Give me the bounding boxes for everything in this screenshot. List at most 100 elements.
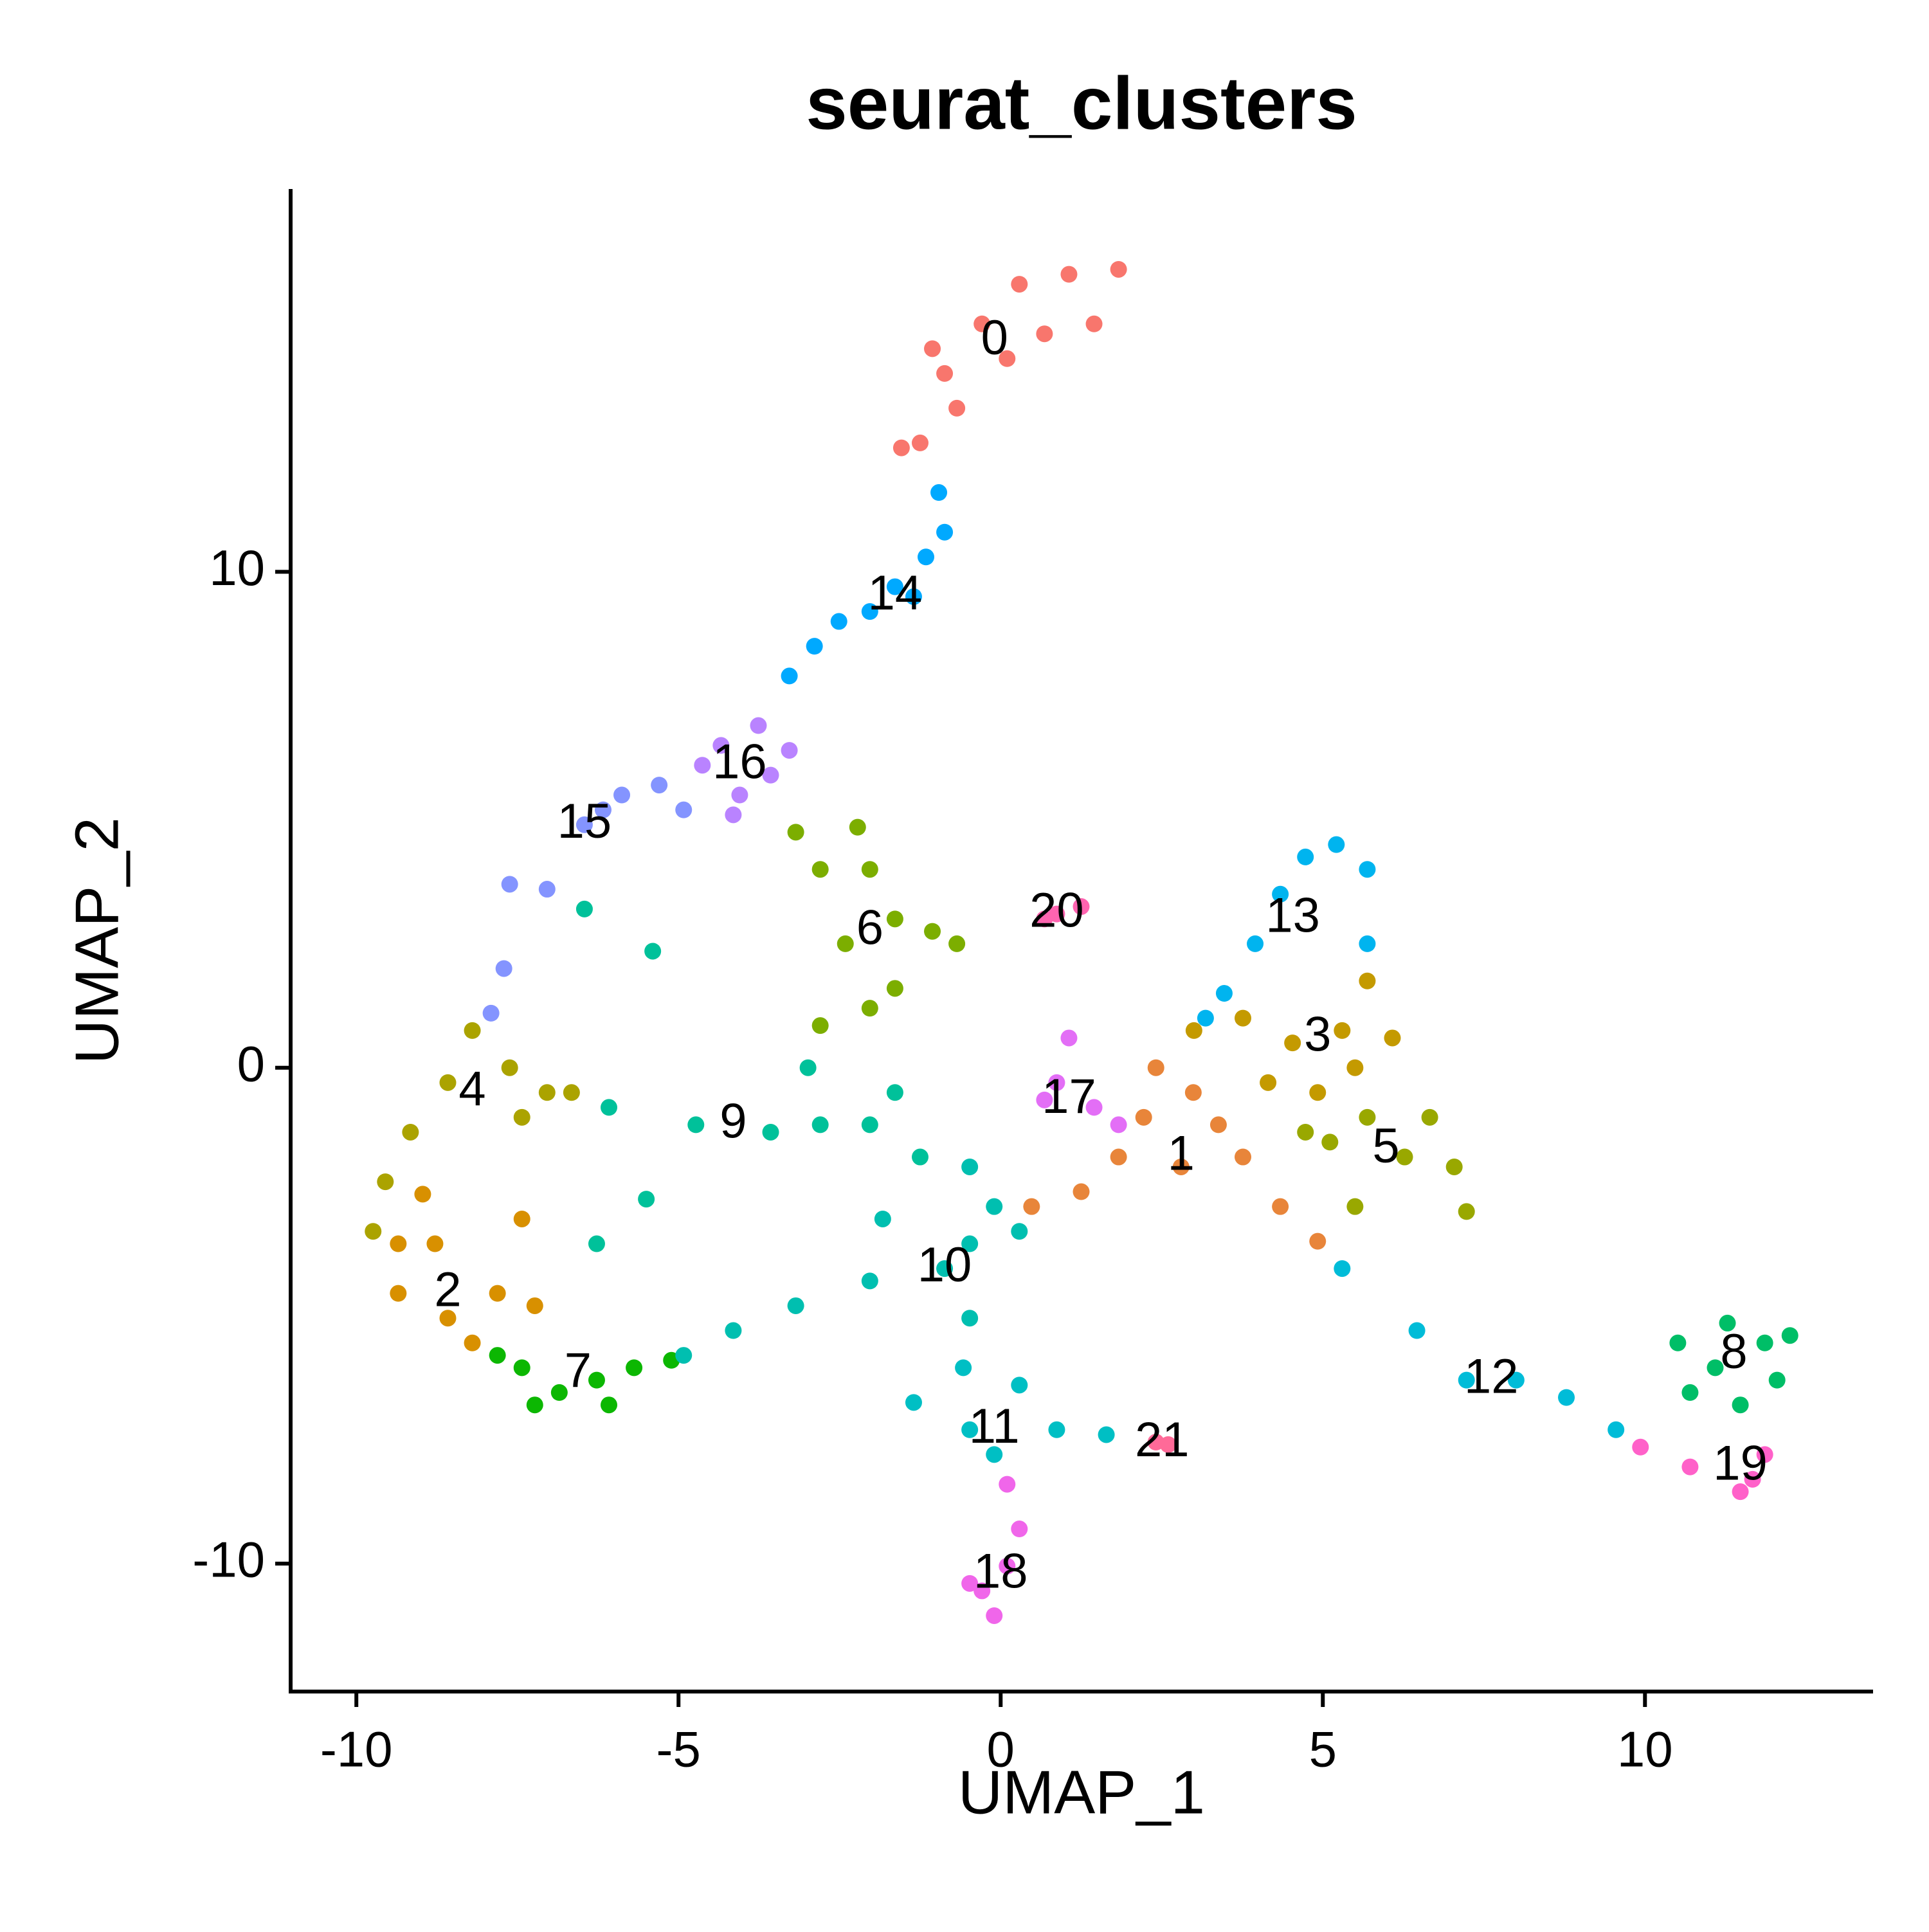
point — [464, 1022, 481, 1039]
point — [1260, 1074, 1277, 1091]
point — [426, 1235, 444, 1252]
point — [781, 667, 798, 685]
cluster-label: 4 — [458, 1061, 485, 1116]
point — [849, 818, 866, 836]
point — [1334, 1022, 1351, 1039]
point — [1359, 935, 1376, 952]
cluster-label: 21 — [1135, 1413, 1190, 1467]
point — [1036, 1091, 1053, 1108]
point — [550, 1384, 568, 1401]
point — [1681, 1458, 1699, 1476]
point — [1284, 1034, 1301, 1052]
point — [1185, 1022, 1202, 1039]
point — [948, 935, 966, 952]
point — [613, 786, 631, 804]
cluster-label: 18 — [974, 1544, 1028, 1598]
point — [489, 1347, 506, 1364]
point — [1247, 935, 1264, 952]
point — [1085, 1099, 1103, 1116]
point — [1558, 1389, 1575, 1406]
point — [1321, 1133, 1339, 1151]
point — [924, 923, 941, 940]
point — [1159, 1436, 1177, 1453]
point — [861, 861, 878, 878]
point — [1781, 1327, 1798, 1344]
point — [1359, 972, 1376, 989]
point — [1172, 1158, 1190, 1175]
point — [1445, 1158, 1463, 1175]
point — [974, 315, 991, 332]
cluster-label: 15 — [557, 794, 612, 849]
point — [439, 1310, 457, 1327]
point — [750, 717, 767, 734]
point — [1197, 1009, 1214, 1027]
x-tick-label: -10 — [320, 1721, 393, 1778]
point — [1396, 1148, 1413, 1166]
point — [811, 1116, 829, 1133]
point — [1334, 1260, 1351, 1277]
point — [390, 1235, 407, 1252]
point — [811, 861, 829, 878]
cluster-label: 10 — [918, 1238, 972, 1292]
point — [1147, 1059, 1164, 1076]
y-tick-label: 0 — [237, 1035, 265, 1092]
point — [930, 484, 948, 501]
point — [651, 777, 668, 794]
point — [1011, 276, 1028, 293]
point — [936, 1260, 954, 1277]
point — [526, 1396, 543, 1414]
x-axis-title: UMAP_1 — [958, 1758, 1205, 1827]
point — [924, 340, 941, 357]
cluster-label: 6 — [856, 901, 883, 955]
cluster-label: 13 — [1265, 888, 1320, 943]
x-tick-label: 5 — [1309, 1721, 1337, 1778]
point — [575, 900, 593, 917]
point — [588, 1371, 605, 1389]
point — [513, 1210, 530, 1227]
point — [1328, 836, 1345, 853]
point — [1135, 1108, 1152, 1126]
cluster-label: 0 — [981, 311, 1008, 365]
point — [1346, 1059, 1364, 1076]
point — [1011, 1521, 1028, 1538]
point — [1359, 1108, 1376, 1126]
point — [1756, 1334, 1773, 1351]
cluster-label: 5 — [1372, 1119, 1399, 1173]
points — [365, 260, 1798, 1624]
point — [787, 824, 804, 841]
point — [575, 816, 593, 833]
point — [390, 1285, 407, 1302]
point — [1669, 1334, 1687, 1351]
y-tick-label: 10 — [209, 539, 265, 596]
point — [1632, 1438, 1649, 1456]
cluster-label: 8 — [1720, 1324, 1747, 1379]
point — [1036, 910, 1053, 928]
point — [501, 1059, 518, 1076]
point — [948, 399, 966, 417]
point — [999, 350, 1016, 367]
point — [538, 1084, 556, 1101]
point — [1408, 1322, 1426, 1339]
point — [365, 1223, 382, 1240]
point — [955, 1359, 972, 1377]
cluster-label: 9 — [720, 1094, 747, 1148]
point — [1359, 861, 1376, 878]
point — [861, 603, 878, 620]
point — [644, 943, 662, 960]
point — [1085, 315, 1103, 332]
point — [513, 1359, 530, 1377]
point — [1110, 1116, 1127, 1133]
point — [495, 960, 512, 977]
point — [799, 1059, 817, 1076]
point — [986, 1446, 1003, 1463]
point — [588, 1235, 605, 1252]
point — [1209, 1116, 1227, 1133]
point — [1458, 1371, 1475, 1389]
point — [1756, 1446, 1773, 1463]
point — [1732, 1483, 1749, 1501]
point — [538, 881, 556, 898]
chart-title: seurat_clusters — [806, 62, 1357, 145]
point — [961, 1421, 979, 1438]
point — [1297, 1123, 1314, 1141]
